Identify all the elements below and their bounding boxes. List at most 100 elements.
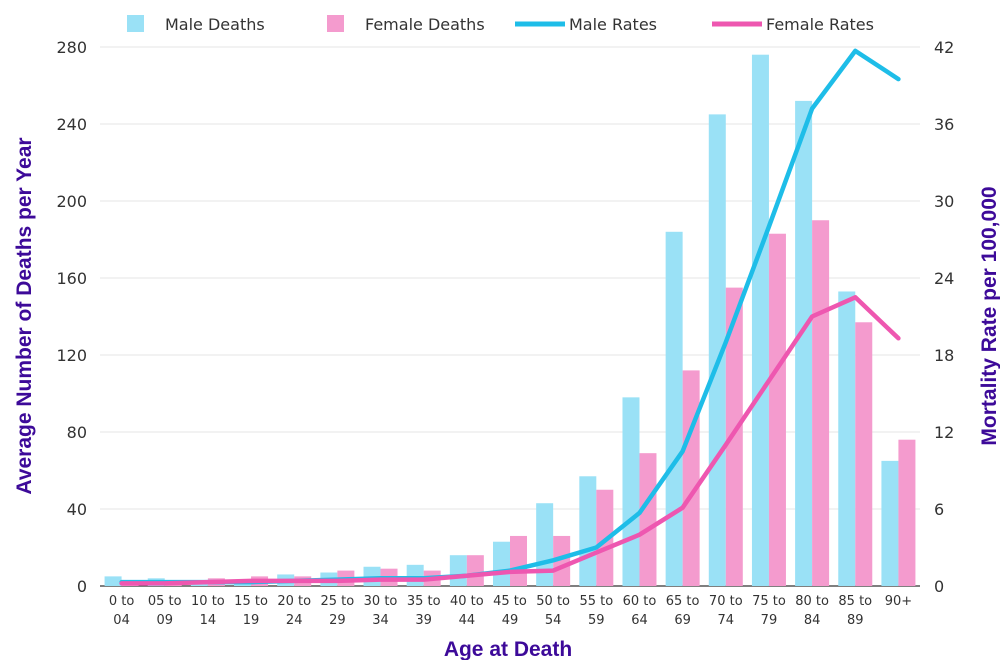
female-deaths-bar [855, 322, 873, 586]
svg-text:44: 44 [459, 613, 476, 628]
svg-text:85 to: 85 to [838, 594, 872, 609]
female-deaths-bar [768, 233, 786, 586]
svg-text:29: 29 [329, 613, 346, 628]
svg-text:59: 59 [588, 613, 605, 628]
svg-text:49: 49 [502, 613, 519, 628]
female-deaths-bar [898, 439, 916, 586]
svg-text:15 to: 15 to [234, 594, 268, 609]
right-y-axis-ticks: 0 6 12 18 24 30 36 42 [934, 38, 954, 596]
x-category-label: 45 to 49 [493, 594, 527, 628]
svg-text:04: 04 [113, 613, 130, 628]
legend-swatch [327, 15, 344, 32]
male-deaths-bar [881, 460, 899, 586]
female-deaths-bar [812, 220, 830, 586]
x-category-label: 35 to 39 [407, 594, 441, 628]
legend-swatch [127, 15, 144, 32]
male-deaths-bar [579, 476, 597, 586]
left-tick-label: 120 [56, 346, 87, 365]
left-tick-label: 240 [56, 115, 87, 134]
left-tick-label: 80 [67, 423, 87, 442]
legend-label: Male Rates [569, 15, 657, 34]
legend: Male Deaths Female Deaths Male Rates Female… [127, 15, 874, 34]
svg-text:84: 84 [804, 613, 821, 628]
x-category-label: 20 to 24 [277, 594, 311, 628]
male-deaths-bar [622, 397, 640, 586]
legend-female-rates[interactable]: Female Rates [712, 15, 874, 34]
x-category-label: 25 to 29 [321, 594, 355, 628]
svg-text:79: 79 [761, 613, 778, 628]
legend-male-rates[interactable]: Male Rates [515, 15, 657, 34]
female-deaths-bar [639, 453, 657, 586]
svg-text:45 to: 45 to [493, 594, 527, 609]
svg-text:34: 34 [372, 613, 389, 628]
male-deaths-bar [406, 564, 424, 586]
svg-text:54: 54 [545, 613, 562, 628]
x-category-label: 90+ [885, 594, 912, 609]
svg-text:70 to: 70 to [709, 594, 743, 609]
right-tick-label: 24 [934, 269, 954, 288]
left-y-axis-ticks: 0 40 80 120 160 200 240 280 [56, 38, 87, 596]
male-deaths-bar [708, 114, 726, 586]
male-deaths-bar [795, 100, 813, 587]
x-category-label: 70 to 74 [709, 594, 743, 628]
x-category-label: 85 to 89 [838, 594, 872, 628]
svg-text:0 to: 0 to [109, 594, 135, 609]
female-deaths-bar [553, 535, 571, 586]
x-category-label: 80 to 84 [795, 594, 829, 628]
rate-lines [119, 48, 901, 586]
svg-text:69: 69 [674, 613, 691, 628]
svg-text:50 to: 50 to [536, 594, 570, 609]
left-tick-label: 160 [56, 269, 87, 288]
male-deaths-bar [449, 555, 467, 586]
right-tick-label: 30 [934, 192, 954, 211]
right-tick-label: 0 [934, 577, 944, 596]
svg-text:90+: 90+ [885, 594, 912, 609]
male-deaths-bar [536, 503, 554, 586]
svg-text:39: 39 [415, 613, 432, 628]
right-tick-label: 12 [934, 423, 954, 442]
x-category-label: 65 to 69 [666, 594, 700, 628]
female-deaths-bar [510, 535, 527, 586]
x-category-label: 60 to 64 [623, 594, 657, 628]
x-category-label: 30 to 34 [364, 594, 398, 628]
svg-text:89: 89 [847, 613, 864, 628]
svg-text:20 to: 20 to [277, 594, 311, 609]
bars [104, 54, 916, 587]
female-deaths-bar [725, 287, 743, 586]
svg-text:24: 24 [286, 613, 303, 628]
left-tick-label: 40 [67, 500, 87, 519]
svg-text:74: 74 [718, 613, 735, 628]
right-tick-label: 6 [934, 500, 944, 519]
legend-label: Female Rates [766, 15, 874, 34]
female-deaths-bar [466, 555, 484, 586]
legend-male-deaths[interactable]: Male Deaths [127, 15, 265, 34]
left-tick-label: 200 [56, 192, 87, 211]
svg-text:60 to: 60 to [623, 594, 657, 609]
svg-text:30 to: 30 to [364, 594, 398, 609]
female-deaths-bar [682, 370, 700, 586]
x-category-label: 50 to 54 [536, 594, 570, 628]
svg-text:09: 09 [156, 613, 173, 628]
male-deaths-bar [751, 54, 769, 586]
right-tick-label: 42 [934, 38, 954, 57]
left-y-axis-title: Average Number of Deaths per Year [13, 137, 36, 494]
svg-text:65 to: 65 to [666, 594, 700, 609]
legend-label: Female Deaths [365, 15, 485, 34]
right-tick-label: 36 [934, 115, 954, 134]
female-rates-line [119, 295, 901, 586]
svg-text:05 to: 05 to [148, 594, 182, 609]
x-axis-title: Age at Death [444, 638, 572, 660]
x-category-label: 0 to 04 [109, 594, 135, 628]
male-deaths-bar [838, 291, 856, 586]
x-category-label: 10 to 14 [191, 594, 225, 628]
legend-female-deaths[interactable]: Female Deaths [327, 15, 485, 34]
svg-text:55 to: 55 to [579, 594, 613, 609]
svg-text:25 to: 25 to [321, 594, 355, 609]
left-tick-label: 0 [77, 577, 87, 596]
svg-text:75 to: 75 to [752, 594, 786, 609]
male-deaths-bar [665, 231, 683, 587]
male-deaths-bar [104, 576, 122, 586]
